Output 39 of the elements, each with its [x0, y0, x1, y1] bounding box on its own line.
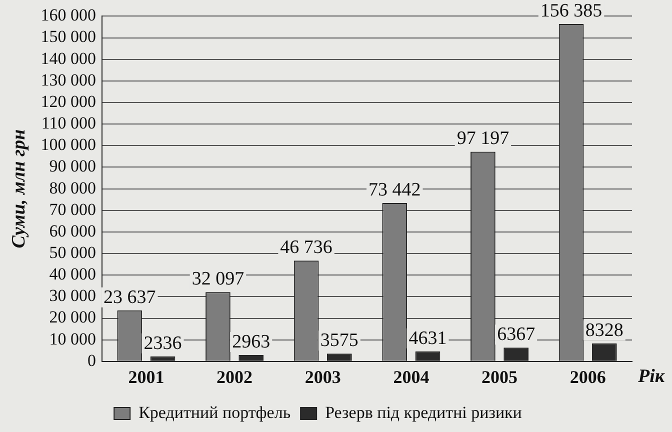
data-label: 4631 — [408, 328, 447, 349]
y-tick-label: 160 000 — [40, 6, 96, 25]
data-label: 32 097 — [192, 268, 244, 290]
y-tick-label: 100 000 — [40, 135, 96, 154]
y-tick-label: 130 000 — [40, 70, 96, 90]
y-tick-label: 70 000 — [49, 200, 96, 219]
y-tick-label: 110 000 — [41, 114, 96, 133]
x-tick-label: 2002 — [216, 366, 253, 387]
data-label: 156 385 — [540, 0, 602, 22]
y-tick-label: 60 000 — [49, 221, 96, 240]
x-tick-label: 2004 — [393, 366, 430, 387]
y-tick-label: 0 — [88, 350, 96, 370]
data-label: 3575 — [320, 330, 358, 352]
data-label: 2963 — [232, 331, 270, 352]
x-axis-title: Рік — [637, 366, 666, 387]
data-label: 2336 — [144, 332, 182, 354]
y-tick-label: 10 000 — [49, 329, 96, 348]
data-label: 8328 — [585, 320, 624, 341]
x-tick-label: 2006 — [570, 366, 606, 387]
legend-label: Резерв під кредитні ризики — [325, 402, 522, 422]
data-label: 6367 — [497, 324, 536, 346]
y-tick-label: 140 000 — [40, 48, 96, 68]
x-tick-label: 2003 — [304, 366, 341, 387]
y-tick-label: 90 000 — [49, 156, 96, 176]
y-tick-label: 80 000 — [49, 178, 96, 198]
data-label: 73 442 — [368, 179, 421, 200]
y-axis-title: Суми, млн грн — [8, 129, 30, 248]
y-tick-label: 150 000 — [40, 27, 96, 46]
y-tick-label: 30 000 — [49, 286, 96, 306]
x-tick-label: 2005 — [482, 366, 518, 387]
legend-label: Кредитний портфель — [138, 402, 291, 422]
y-tick-label: 120 000 — [40, 92, 96, 111]
y-tick-label: 20 000 — [49, 308, 96, 327]
data-label: 97 197 — [456, 128, 510, 150]
y-tick-label: 50 000 — [49, 242, 96, 262]
data-label: 46 736 — [280, 237, 332, 258]
data-label: 23 637 — [104, 286, 156, 308]
y-tick-label: 40 000 — [49, 264, 96, 284]
x-tick-label: 2001 — [128, 366, 164, 387]
